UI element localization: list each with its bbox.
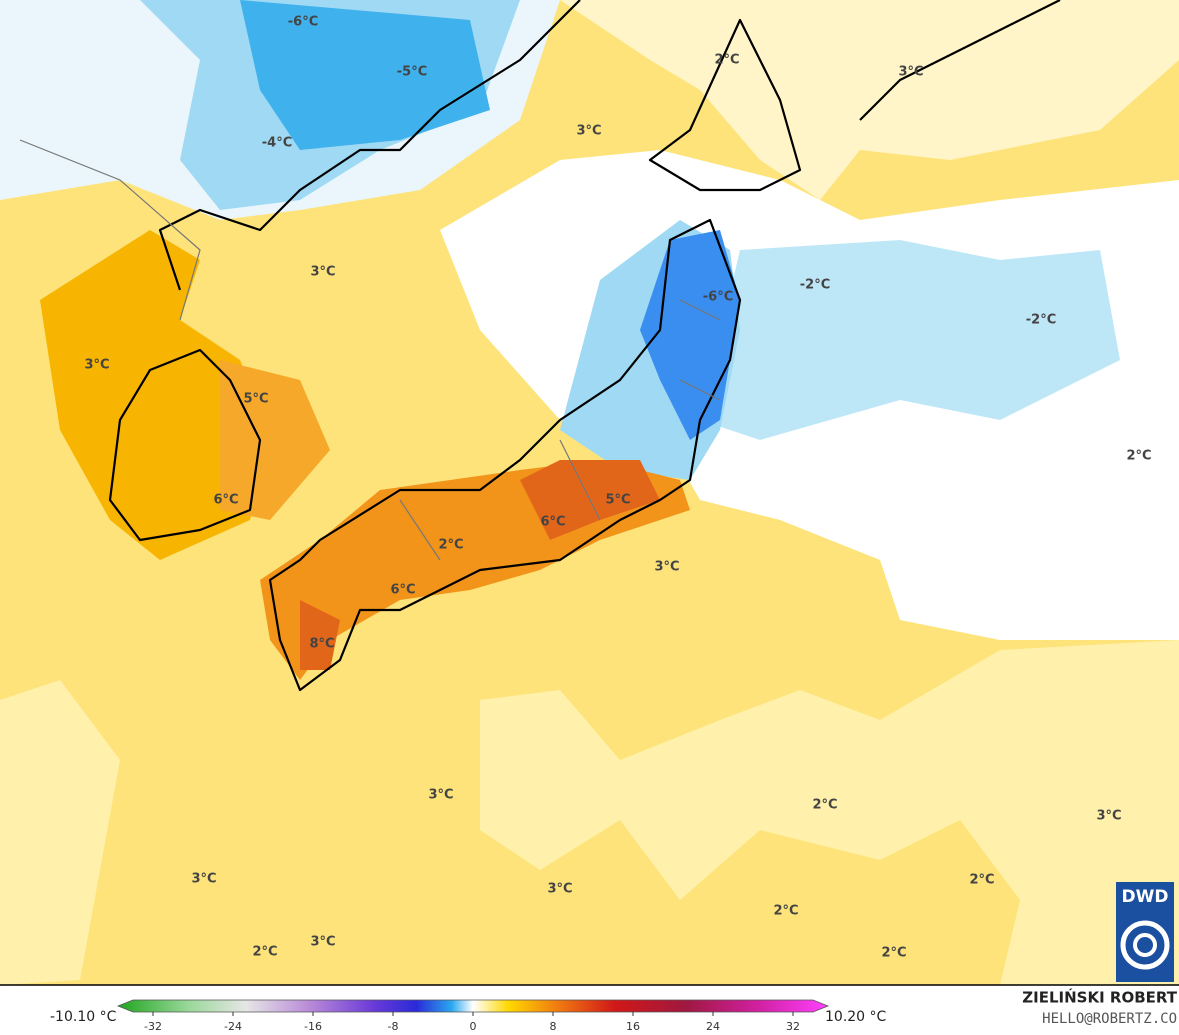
map-field [0, 0, 1179, 985]
temperature-label: 6°C [540, 515, 565, 530]
temperature-label: 5°C [605, 493, 630, 508]
temperature-label: 3°C [310, 935, 335, 950]
temperature-label: 2°C [812, 798, 837, 813]
logo-swirl [1120, 920, 1170, 970]
colorbar: -32 -24 -16 -8 0 8 16 24 32 [116, 999, 830, 1033]
min-label: -10.10 °C [50, 1009, 117, 1025]
author: ZIELIŃSKI ROBERT [1022, 988, 1177, 1007]
temperature-label: 3°C [576, 124, 601, 139]
temperature-label: 2°C [438, 538, 463, 553]
colorbar-tick-label: 24 [706, 1020, 720, 1033]
temperature-label: 3°C [84, 358, 109, 373]
borders [19, 139, 721, 561]
contact: HELLO@ROBERTZ.CO [1042, 1011, 1177, 1027]
temperature-label: 3°C [1096, 809, 1121, 824]
temperature-label: 2°C [714, 53, 739, 68]
colorbar-tick-label: -24 [224, 1020, 242, 1033]
logo-swirl [1133, 933, 1157, 957]
temperature-label: 2°C [1126, 449, 1151, 464]
temperature-label: -2°C [1026, 313, 1056, 328]
temperature-label: 2°C [252, 945, 277, 960]
colorbar-ramp [116, 999, 830, 1013]
colorbar-tick-label: -16 [304, 1020, 322, 1033]
coastlines [108, 0, 1061, 692]
temperature-label: 3°C [428, 788, 453, 803]
max-label: 10.20 °C [825, 1009, 887, 1025]
temperature-label: 5°C [243, 392, 268, 407]
temperature-label: 3°C [547, 882, 572, 897]
colorbar-tick-label: 8 [550, 1020, 557, 1033]
temperature-label: -6°C [288, 15, 318, 30]
temperature-label: 3°C [191, 872, 216, 887]
colorbar-tick-label: -32 [144, 1020, 162, 1033]
colorbar-tick-label: 32 [786, 1020, 800, 1033]
temperature-label: 3°C [310, 265, 335, 280]
temperature-label: 2°C [881, 946, 906, 961]
temperature-labels: -6°C -5°C -4°C 2°C 3°C 3°C 3°C -6°C -2°C -2°C 3°C 5… [84, 15, 1151, 961]
colorbar-tick-label: 16 [626, 1020, 640, 1033]
temperature-label: -6°C [703, 290, 733, 305]
temperature-label: 6°C [213, 493, 238, 508]
temperature-label: 6°C [390, 583, 415, 598]
logo-text: DWD [1122, 887, 1169, 907]
temperature-label: 2°C [969, 873, 994, 888]
temperature-label: -2°C [800, 278, 830, 293]
temperature-label: 2°C [773, 904, 798, 919]
temperature-label: -4°C [262, 136, 292, 151]
temperature-label: 3°C [898, 65, 923, 80]
temperature-label: 8°C [309, 637, 334, 652]
temperature-label: 3°C [654, 560, 679, 575]
colorbar-tick-label: -8 [388, 1020, 399, 1033]
temperature-label: -5°C [397, 65, 427, 80]
colorbar-tick-label: 0 [470, 1020, 477, 1033]
